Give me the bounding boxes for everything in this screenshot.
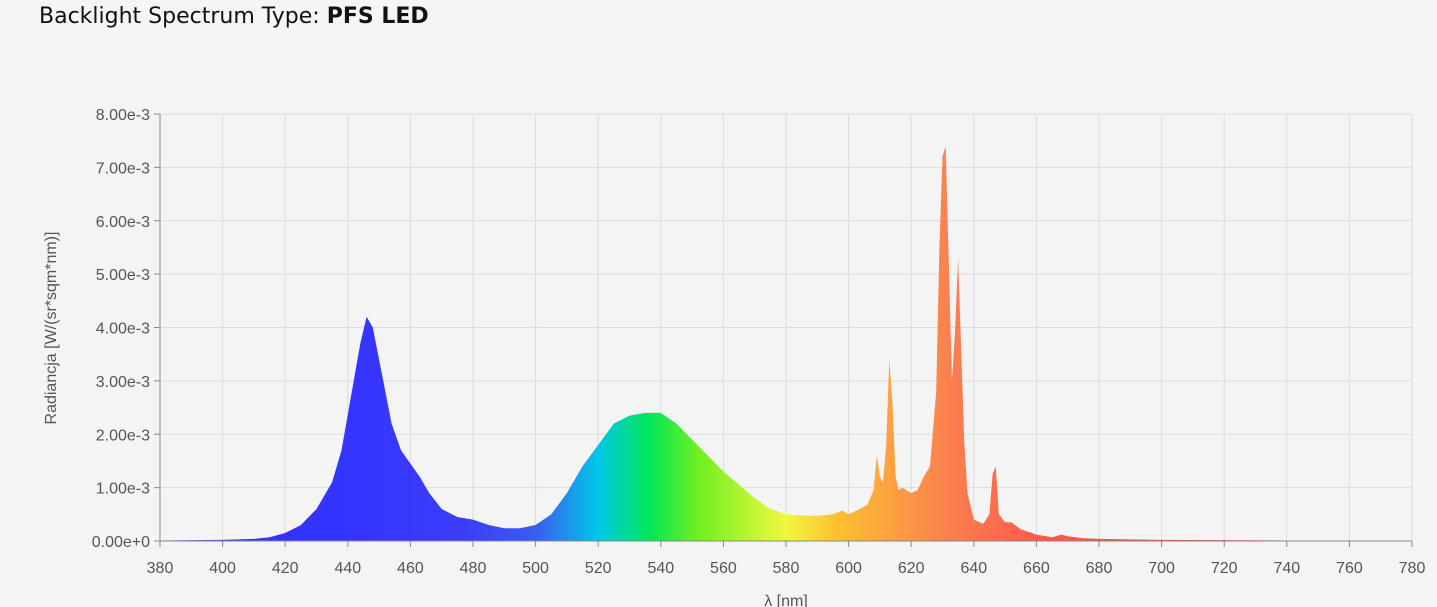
x-tick-label: 680	[1086, 560, 1113, 577]
x-tick-label: 700	[1148, 560, 1175, 577]
x-tick-label: 400	[209, 560, 236, 577]
y-tick-label: 3.00e-3	[96, 374, 150, 391]
x-tick-label: 780	[1399, 560, 1426, 577]
y-tick-label: 1.00e-3	[96, 481, 150, 498]
y-tick-label: 6.00e-3	[96, 214, 150, 231]
y-tick-labels: 0.00e+0 1.00e-3 2.00e-3 3.00e-3 4.00e-3 5.00e…	[92, 107, 150, 551]
x-tick-label: 420	[272, 560, 299, 577]
x-tick-label: 640	[960, 560, 987, 577]
page-title: Backlight Spectrum Type: PFS LED	[39, 4, 429, 29]
y-axis-label: Radiancja [W/(sr*sqm*nm)]	[43, 232, 60, 425]
x-tick-label: 380	[147, 560, 174, 577]
x-tick-label: 660	[1023, 560, 1050, 577]
y-tick-label: 5.00e-3	[96, 267, 150, 284]
y-tick-label: 2.00e-3	[96, 427, 150, 444]
x-tick-label: 560	[710, 560, 737, 577]
x-tick-label: 440	[334, 560, 361, 577]
x-tick-label: 580	[773, 560, 800, 577]
x-tick-label: 620	[898, 560, 925, 577]
y-tick-label: 7.00e-3	[96, 160, 150, 177]
x-axis-label: λ [nm]	[764, 593, 808, 607]
y-tick-label: 0.00e+0	[92, 534, 150, 551]
x-tick-label: 600	[835, 560, 862, 577]
axes	[154, 113, 1413, 547]
x-tick-label: 460	[397, 560, 424, 577]
x-tick-label: 760	[1336, 560, 1363, 577]
x-tick-label: 720	[1211, 560, 1238, 577]
x-tick-label: 540	[647, 560, 674, 577]
x-tick-label: 520	[585, 560, 612, 577]
x-tick-label: 480	[460, 560, 487, 577]
y-tick-label: 8.00e-3	[96, 107, 150, 124]
x-tick-label: 740	[1273, 560, 1300, 577]
y-tick-label: 4.00e-3	[96, 321, 150, 338]
title-value: PFS LED	[326, 4, 429, 29]
x-tick-label: 500	[522, 560, 549, 577]
title-prefix: Backlight Spectrum Type:	[39, 4, 327, 29]
x-tick-labels: 380 400 420 440 460 480 500 520 540 560 580 600 620 6…	[147, 560, 1426, 577]
